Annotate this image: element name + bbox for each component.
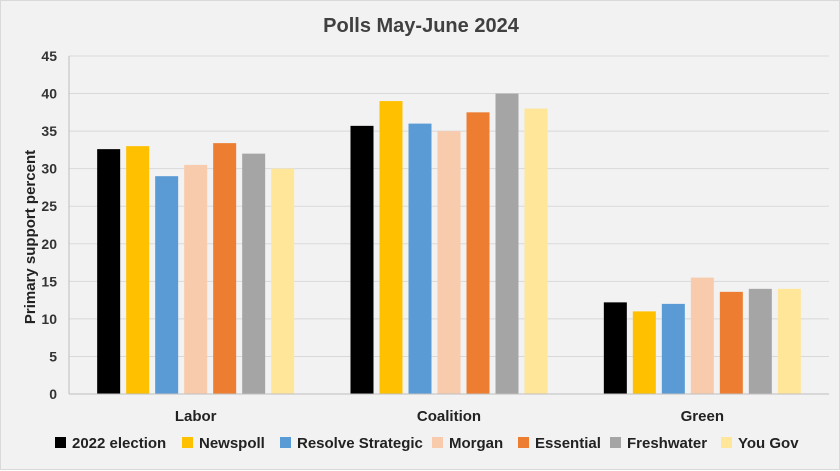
y-tick-label: 20 [41,236,57,252]
legend-label: Morgan [449,435,503,452]
bar-freshwater-green [748,288,772,394]
y-axis-label: Primary support percent [22,150,39,324]
bars [97,93,801,395]
y-tick-label: 40 [41,86,57,102]
bar-essential-green [719,291,743,394]
bar-freshwater-labor [242,153,266,394]
bar-freshwater-coalition [495,93,519,395]
y-tick-label: 10 [41,311,57,327]
x-category-label: Labor [175,408,217,425]
axes: 0 5 10 15 20 25 30 35 40 45 Labor Coalition Green [41,48,829,425]
legend-swatch [518,437,529,448]
bar-morgan-labor [184,164,208,394]
legend-label: 2022 election [72,435,166,452]
x-category-label: Green [681,408,724,425]
bar-newspoll-green [632,311,656,394]
legend: 2022 election Newspoll Resolve Strategic Mo… [55,435,799,452]
legend-swatch [610,437,621,448]
bar-you-gov-green [777,288,801,394]
y-tick-label: 15 [41,273,57,289]
y-tick-label: 25 [41,198,57,214]
legend-label: Resolve Strategic [297,435,423,452]
y-tick-label: 5 [49,348,57,364]
bar-essential-coalition [466,112,490,394]
legend-label: Newspoll [199,435,265,452]
y-tick-label: 35 [41,123,57,139]
bar-essential-labor [213,143,237,394]
bar-you-gov-coalition [524,108,548,395]
bar-you-gov-labor [271,168,295,394]
x-category-label: Coalition [417,408,481,425]
bar-2022-election-labor [97,149,121,394]
legend-swatch [280,437,291,448]
legend-label: You Gov [738,435,799,452]
bar-2022-election-coalition [350,125,374,394]
bar-2022-election-green [603,302,627,394]
legend-swatch [721,437,732,448]
bar-morgan-coalition [437,131,461,394]
legend-swatch [55,437,66,448]
bar-resolve-strategic-green [661,303,685,394]
bar-resolve-strategic-coalition [408,123,432,394]
y-tick-label: 45 [41,48,57,64]
y-tick-label: 30 [41,161,57,177]
bar-resolve-strategic-labor [155,176,179,394]
bar-newspoll-coalition [379,101,403,395]
legend-swatch [182,437,193,448]
bar-newspoll-labor [126,146,150,394]
legend-swatch [432,437,443,448]
chart-title: Polls May-June 2024 [323,15,520,37]
legend-label: Essential [535,435,601,452]
y-tick-label: 0 [49,386,57,402]
legend-label: Freshwater [627,435,707,452]
bar-morgan-green [690,277,714,394]
